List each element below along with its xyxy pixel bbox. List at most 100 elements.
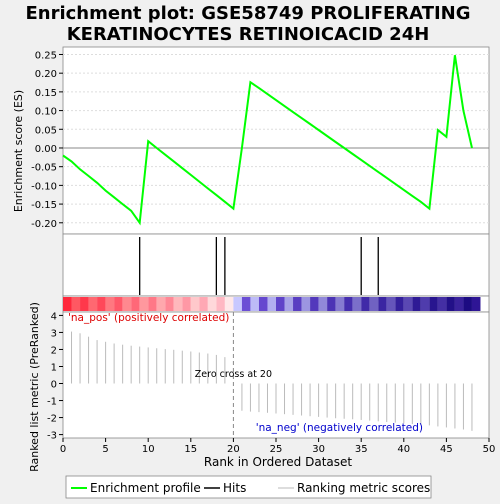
- color-bar-segment: [276, 297, 285, 311]
- es-y-tick-label: -0.10: [31, 181, 57, 192]
- es-panel: [62, 46, 490, 235]
- color-bar-segment: [420, 297, 430, 311]
- color-bar-segment: [105, 297, 115, 311]
- color-bar-segment: [293, 297, 302, 311]
- color-bar-segment: [369, 297, 379, 311]
- es-y-tick-label: -0.15: [31, 200, 57, 211]
- rank-y-tick-label: 4: [51, 311, 57, 322]
- color-bar-segment: [165, 297, 174, 311]
- color-bar-segment: [190, 297, 200, 311]
- color-bar-segment: [310, 297, 319, 311]
- color-bar-segment: [344, 297, 353, 311]
- color-bar-segment: [233, 297, 242, 311]
- es-y-ticks: 0.25 0.20 0.15 0.10 0.05 0.00 -0.05 -0.10 -0.15 -…: [31, 50, 63, 230]
- color-bar-segment: [173, 297, 183, 311]
- color-bar-segment: [429, 297, 438, 311]
- legend-enrichment-label: Enrichment profile: [90, 481, 201, 495]
- x-tick-label: 10: [142, 444, 155, 455]
- enrichment-profile-line: [62, 55, 473, 226]
- color-bar-segment: [216, 297, 225, 311]
- rank-y-tick-label: -1: [47, 397, 57, 408]
- color-bar-segment: [412, 297, 421, 311]
- x-axis-ticks: 0 5 10 15 20 25 30 35 40 45 50: [60, 438, 496, 455]
- color-bar-segment: [446, 297, 455, 311]
- rank-y-tick-label: 2: [51, 345, 57, 356]
- legend-hits-label: Hits: [223, 481, 246, 495]
- color-bar-segment: [224, 297, 234, 311]
- es-y-tick-label: 0.00: [35, 144, 57, 155]
- rank-y-ticks: 4 3 2 1 0 -1 -2 -3: [47, 311, 63, 442]
- rank-y-tick-label: -2: [47, 414, 57, 425]
- color-bar-segment: [301, 297, 311, 311]
- ranking-metric-bars: [71, 331, 473, 431]
- es-y-tick-label: 0.20: [35, 69, 57, 80]
- color-bar-segment: [80, 297, 89, 311]
- x-tick-label: 50: [483, 444, 496, 455]
- x-tick-label: 20: [227, 444, 240, 455]
- chart-title-line2: KERATINOCYTES RETINOICACID 24H: [67, 24, 430, 45]
- color-bar-segment: [131, 297, 140, 311]
- es-y-tick-label: 0.15: [35, 88, 57, 99]
- color-bar-segment: [378, 297, 387, 311]
- color-bar-segment: [71, 297, 81, 311]
- es-y-axis-label: Enrichment score (ES): [12, 90, 25, 212]
- color-bar-segment: [250, 297, 259, 311]
- x-tick-label: 40: [397, 444, 410, 455]
- legend-rank-label: Ranking metric scores: [297, 481, 430, 495]
- color-bar-segment: [241, 297, 251, 311]
- color-bar-segment: [207, 297, 217, 311]
- x-tick-label: 25: [270, 444, 283, 455]
- rank-y-axis-label: Ranked list metric (PreRanked): [28, 302, 41, 472]
- x-tick-label: 35: [355, 444, 368, 455]
- color-bar-segment: [139, 297, 149, 311]
- color-bar-segment: [148, 297, 157, 311]
- es-y-tick-label: 0.05: [35, 125, 57, 136]
- x-tick-label: 30: [312, 444, 325, 455]
- color-bar-segment: [437, 297, 447, 311]
- color-bar-segment: [63, 297, 72, 311]
- pos-correlated-label: 'na_pos' (positively correlated): [68, 312, 229, 324]
- color-bar-segment: [156, 297, 166, 311]
- rank-y-tick-label: 1: [51, 362, 57, 373]
- color-bar-segment: [284, 297, 294, 311]
- x-tick-label: 5: [102, 444, 108, 455]
- color-bar-segment: [199, 297, 208, 311]
- es-y-tick-label: 0.10: [35, 107, 57, 118]
- color-bar-segment: [88, 297, 98, 311]
- color-bar-segment: [386, 297, 396, 311]
- color-bar-segment: [318, 297, 328, 311]
- x-tick-label: 45: [440, 444, 453, 455]
- color-bar-segment: [97, 297, 106, 311]
- rank-color-bar: [62, 295, 490, 313]
- color-bar-segment: [114, 297, 123, 311]
- color-bar-segment: [182, 297, 191, 311]
- es-y-tick-label: 0.25: [35, 50, 57, 61]
- legend-box: [65, 475, 432, 499]
- color-bar-segment: [361, 297, 370, 311]
- rank-y-tick-label: 3: [51, 328, 57, 339]
- rank-y-tick-label: -3: [47, 431, 57, 442]
- x-tick-label: 15: [184, 444, 197, 455]
- es-y-tick-label: -0.20: [31, 219, 57, 230]
- color-bar-segment: [267, 297, 276, 311]
- rank-y-tick-label: 0: [51, 380, 57, 391]
- es-y-tick-label: -0.05: [31, 163, 57, 174]
- color-bar-segment: [122, 297, 132, 311]
- color-bar-segment: [258, 297, 268, 311]
- hits-markers: [139, 237, 379, 295]
- color-bar-segment: [403, 297, 413, 311]
- x-axis-label: Rank in Ordered Dataset: [204, 455, 352, 469]
- neg-correlated-label: 'na_neg' (negatively correlated): [256, 422, 423, 434]
- color-bar-segment: [327, 297, 336, 311]
- zero-cross-label: Zero cross at 20: [195, 369, 272, 380]
- color-bar-segment: [395, 297, 404, 311]
- x-tick-label: 0: [60, 444, 66, 455]
- color-bar-segment: [471, 297, 481, 311]
- color-bar-segment: [454, 297, 464, 311]
- color-bar-segment: [352, 297, 362, 311]
- hits-panel: [62, 233, 490, 297]
- chart-title-line1: Enrichment plot: GSE58749 PROLIFERATING: [25, 3, 470, 24]
- color-bar-segment: [463, 297, 472, 311]
